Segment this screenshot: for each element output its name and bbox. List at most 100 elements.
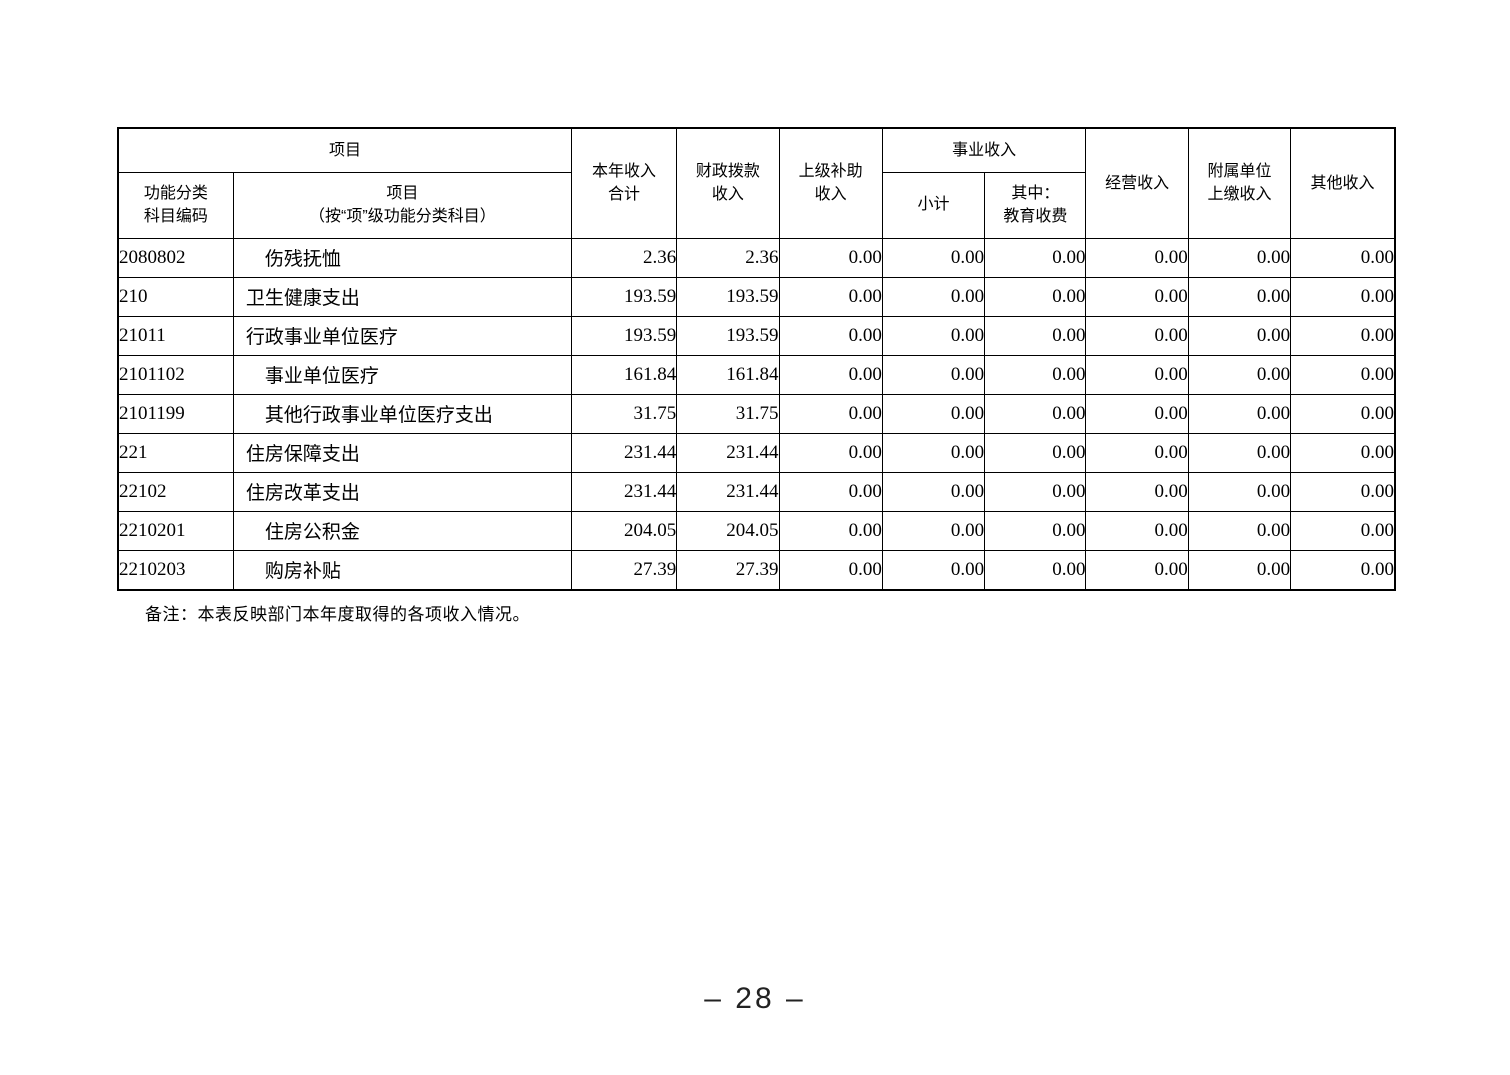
row-item-name: 购房补贴 [232, 549, 572, 590]
income-table: 项目 本年收入 合计 财政拨款 收入 上级补助 收入 事业收入 经营收入 附属单… [117, 127, 1396, 591]
row-function-code: 2210203 [117, 549, 234, 590]
header-subtotal: 小计 [881, 171, 986, 239]
row-value: 0.00 [881, 510, 986, 551]
row-function-code: 2210201 [117, 510, 234, 551]
row-value: 0.00 [1085, 237, 1189, 278]
row-value: 0.00 [778, 237, 883, 278]
row-value: 0.00 [1085, 549, 1189, 590]
row-function-code: 2101199 [117, 393, 234, 434]
row-function-code: 21011 [117, 315, 234, 356]
row-value: 0.00 [1187, 432, 1292, 473]
row-value: 31.75 [676, 393, 780, 434]
table-row: 21011 行政事业单位医疗 193.59 193.59 0.00 0.00 0.00 0.0… [117, 315, 1396, 356]
row-value: 0.00 [984, 315, 1087, 356]
header-other-income: 其他收入 [1290, 127, 1396, 239]
row-value: 0.00 [881, 471, 986, 512]
row-value: 161.84 [676, 354, 780, 395]
table-body: 2080802 伤残抚恤 2.36 2.36 0.00 0.00 0.00 0.00 0.00 0… [117, 237, 1396, 590]
page-number: – 28 – [704, 982, 806, 1015]
header-superior-subsidy-income: 上级补助 收入 [778, 127, 883, 239]
row-value: 0.00 [984, 549, 1087, 590]
row-item-name: 住房公积金 [232, 510, 572, 551]
row-value: 0.00 [984, 432, 1087, 473]
row-value: 0.00 [1187, 276, 1292, 317]
row-value: 0.00 [1290, 354, 1396, 395]
row-value: 0.00 [778, 276, 883, 317]
row-value: 2.36 [570, 237, 678, 278]
table-row: 2080802 伤残抚恤 2.36 2.36 0.00 0.00 0.00 0.00 0.00 0… [117, 237, 1396, 278]
header-item: 项目 （按“项”级功能分类科目） [232, 171, 572, 239]
row-value: 0.00 [1085, 432, 1189, 473]
row-value: 0.00 [1085, 471, 1189, 512]
row-item-name: 伤残抚恤 [232, 237, 572, 278]
row-function-code: 2080802 [117, 237, 234, 278]
header-function-code: 功能分类 科目编码 [117, 171, 234, 239]
row-value: 231.44 [676, 432, 780, 473]
row-value: 0.00 [984, 393, 1087, 434]
row-item-name: 住房保障支出 [232, 432, 572, 473]
row-item-name: 住房改革支出 [232, 471, 572, 512]
row-value: 193.59 [676, 315, 780, 356]
row-value: 0.00 [1290, 315, 1396, 356]
table-row: 22102 住房改革支出 231.44 231.44 0.00 0.00 0.00 0.00 0… [117, 471, 1396, 512]
row-value: 193.59 [570, 276, 678, 317]
row-value: 0.00 [1187, 549, 1292, 590]
row-value: 204.05 [570, 510, 678, 551]
header-fiscal-appropriation-income: 财政拨款 收入 [676, 127, 780, 239]
row-value: 0.00 [881, 354, 986, 395]
row-item-name: 卫生健康支出 [232, 276, 572, 317]
row-value: 0.00 [778, 471, 883, 512]
row-value: 0.00 [881, 315, 986, 356]
row-value: 0.00 [1085, 510, 1189, 551]
table-row: 210 卫生健康支出 193.59 193.59 0.00 0.00 0.00 0.00 0.0… [117, 276, 1396, 317]
row-value: 31.75 [570, 393, 678, 434]
row-value: 0.00 [778, 354, 883, 395]
row-value: 0.00 [881, 549, 986, 590]
table-row: 221 住房保障支出 231.44 231.44 0.00 0.00 0.00 0.00 0.0… [117, 432, 1396, 473]
row-value: 0.00 [1290, 432, 1396, 473]
row-value: 0.00 [1290, 276, 1396, 317]
header-project-group: 项目 [117, 127, 572, 173]
row-value: 0.00 [1187, 510, 1292, 551]
header-annual-income-total: 本年收入 合计 [570, 127, 678, 239]
row-value: 0.00 [1290, 237, 1396, 278]
row-value: 0.00 [1085, 276, 1189, 317]
row-value: 231.44 [570, 432, 678, 473]
row-value: 0.00 [778, 393, 883, 434]
row-value: 0.00 [1085, 315, 1189, 356]
row-value: 0.00 [778, 549, 883, 590]
row-value: 0.00 [1085, 354, 1189, 395]
row-value: 0.00 [881, 276, 986, 317]
table-note: 备注：本表反映部门本年度取得的各项收入情况。 [145, 605, 530, 624]
row-value: 0.00 [1290, 549, 1396, 590]
table-row: 2210201 住房公积金 204.05 204.05 0.00 0.00 0.00 0.00… [117, 510, 1396, 551]
row-value: 0.00 [1085, 393, 1189, 434]
row-item-name: 其他行政事业单位医疗支出 [232, 393, 572, 434]
header-operating-income: 经营收入 [1085, 127, 1189, 239]
row-function-code: 22102 [117, 471, 234, 512]
row-value: 0.00 [1187, 315, 1292, 356]
row-value: 0.00 [778, 510, 883, 551]
row-value: 2.36 [676, 237, 780, 278]
row-value: 161.84 [570, 354, 678, 395]
row-value: 0.00 [778, 432, 883, 473]
header-education-fee: 其中： 教育收费 [984, 171, 1087, 239]
row-value: 0.00 [1187, 237, 1292, 278]
table-row: 2101199 其他行政事业单位医疗支出 31.75 31.75 0.00 0.00 0.0… [117, 393, 1396, 434]
table-row: 2210203 购房补贴 27.39 27.39 0.00 0.00 0.00 0.00 0.0… [117, 549, 1396, 590]
row-value: 0.00 [881, 237, 986, 278]
row-value: 0.00 [1290, 471, 1396, 512]
header-affiliated-unit-income: 附属单位 上缴收入 [1187, 127, 1292, 239]
row-value: 231.44 [570, 471, 678, 512]
row-value: 0.00 [1187, 393, 1292, 434]
row-value: 193.59 [676, 276, 780, 317]
row-value: 27.39 [676, 549, 780, 590]
row-item-name: 事业单位医疗 [232, 354, 572, 395]
row-value: 0.00 [1187, 471, 1292, 512]
row-value: 0.00 [984, 471, 1087, 512]
row-function-code: 2101102 [117, 354, 234, 395]
table-header: 项目 本年收入 合计 财政拨款 收入 上级补助 收入 事业收入 经营收入 附属单… [117, 127, 1396, 239]
row-value: 0.00 [984, 276, 1087, 317]
row-value: 0.00 [984, 237, 1087, 278]
